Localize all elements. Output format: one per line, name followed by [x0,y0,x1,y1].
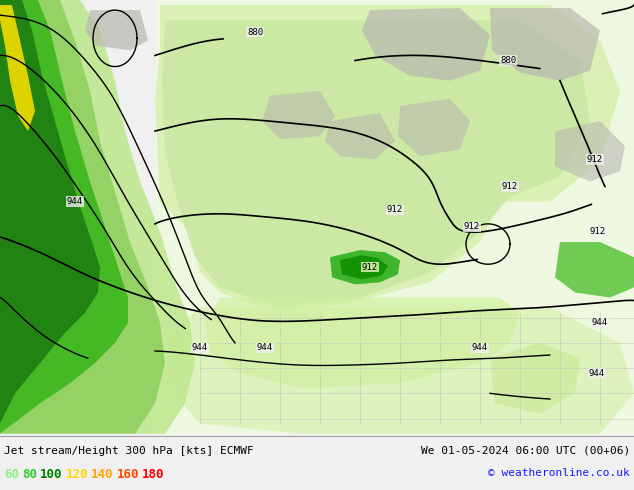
Text: 912: 912 [590,227,606,237]
Text: 120: 120 [65,468,88,481]
Polygon shape [155,5,620,313]
Text: 880: 880 [500,56,516,65]
Text: © weatheronline.co.uk: © weatheronline.co.uk [488,468,630,478]
Text: 160: 160 [117,468,139,481]
Text: 880: 880 [247,28,263,37]
Polygon shape [555,121,625,181]
Text: 140: 140 [91,468,113,481]
Polygon shape [205,297,520,388]
Text: 80: 80 [22,468,37,481]
Text: 944: 944 [192,343,208,352]
Polygon shape [555,242,634,297]
Polygon shape [162,20,590,308]
Text: 944: 944 [592,318,608,327]
Polygon shape [0,5,35,131]
Polygon shape [0,0,195,434]
Text: 912: 912 [587,155,603,164]
Text: 912: 912 [502,182,518,191]
Text: 180: 180 [142,468,164,481]
Polygon shape [155,0,634,434]
Text: Jet stream/Height 300 hPa [kts] ECMWF: Jet stream/Height 300 hPa [kts] ECMWF [4,446,254,456]
Text: 912: 912 [362,263,378,272]
Polygon shape [362,8,490,81]
Text: 944: 944 [472,343,488,352]
Polygon shape [262,91,335,139]
Polygon shape [0,0,100,423]
Text: 912: 912 [387,205,403,214]
Polygon shape [85,10,148,50]
Polygon shape [330,250,400,284]
Polygon shape [0,0,128,434]
Polygon shape [398,99,470,156]
Text: 100: 100 [40,468,63,481]
Polygon shape [165,308,634,434]
Text: 60: 60 [4,468,19,481]
Text: 912: 912 [464,222,480,231]
Polygon shape [340,255,388,279]
Text: 944: 944 [67,197,83,206]
Text: We 01-05-2024 06:00 UTC (00+06): We 01-05-2024 06:00 UTC (00+06) [421,446,630,456]
Polygon shape [490,8,600,81]
Polygon shape [0,0,165,434]
Polygon shape [325,113,395,159]
Text: 944: 944 [257,343,273,352]
Text: 944: 944 [589,368,605,378]
Polygon shape [490,343,580,414]
